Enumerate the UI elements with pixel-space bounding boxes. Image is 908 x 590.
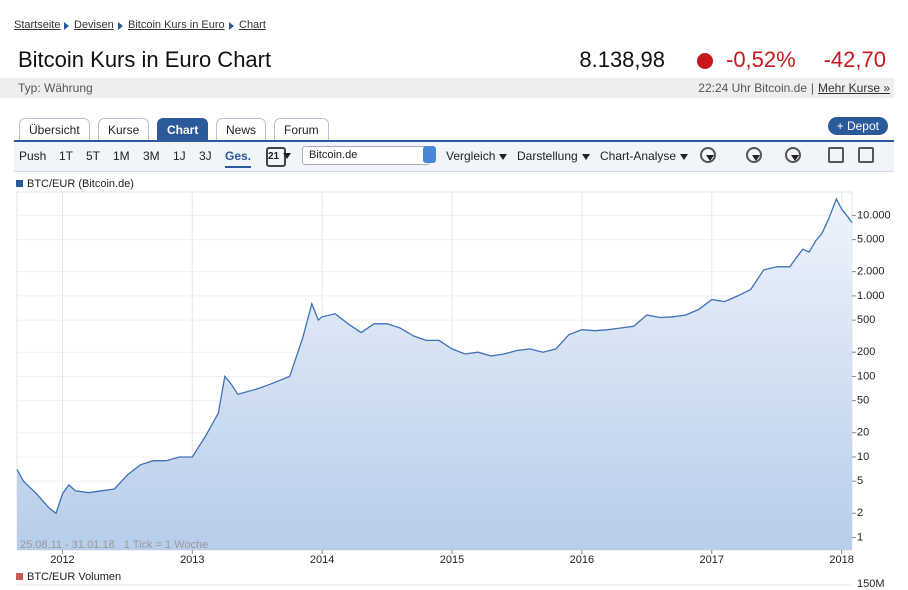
tab[interactable]: Chart bbox=[157, 118, 209, 140]
x-tick-label: 2015 bbox=[440, 554, 464, 566]
breadcrumb-link[interactable]: Chart bbox=[239, 19, 266, 31]
menu[interactable]: Vergleich bbox=[446, 149, 507, 163]
legend-label: BTC/EUR (Bitcoin.de) bbox=[27, 178, 134, 190]
change-percent: -0,52% bbox=[726, 47, 796, 72]
x-tick-label: 2014 bbox=[310, 554, 334, 566]
price-line bbox=[16, 197, 853, 515]
y-tick-label: 5 bbox=[857, 475, 863, 487]
change-absolute: -42,70 bbox=[823, 47, 886, 72]
y-tick-label: 1 bbox=[857, 531, 863, 543]
range-button[interactable]: 3M bbox=[143, 149, 160, 163]
depot-button[interactable]: + Depot bbox=[827, 117, 888, 135]
x-tick-label: 2017 bbox=[700, 554, 724, 566]
y-tick-label: 1.000 bbox=[857, 290, 885, 302]
y-tick-label: 10 bbox=[857, 451, 869, 463]
calendar[interactable]: 21 bbox=[266, 147, 286, 167]
y-tick-label: 50 bbox=[857, 395, 869, 407]
breadcrumb-arrow bbox=[118, 22, 123, 30]
legend-swatch bbox=[16, 180, 23, 187]
y-tick-label: 200 bbox=[857, 346, 875, 358]
tool-icon[interactable] bbox=[858, 147, 874, 163]
x-tick-label: 2018 bbox=[829, 554, 853, 566]
select-arrow[interactable] bbox=[423, 146, 436, 163]
range-button[interactable]: 1J bbox=[173, 149, 186, 163]
range-button[interactable]: Push bbox=[19, 149, 47, 163]
tool-icon[interactable] bbox=[746, 147, 762, 163]
separator: | bbox=[810, 81, 814, 95]
info-bar bbox=[0, 78, 894, 98]
tool-icon[interactable] bbox=[828, 147, 844, 163]
y-tick-label: 100 bbox=[857, 370, 875, 382]
range-button[interactable]: 1M bbox=[113, 149, 130, 163]
volume-swatch bbox=[16, 573, 23, 580]
tab-line bbox=[14, 140, 894, 142]
menu[interactable]: Darstellung bbox=[517, 149, 590, 163]
range-button[interactable]: 1T bbox=[59, 149, 74, 163]
volume-tick-label: 150M bbox=[857, 578, 885, 590]
more-link[interactable]: Mehr Kurse » bbox=[817, 81, 890, 95]
y-tick-label: 2 bbox=[857, 507, 863, 519]
x-tick-label: 2016 bbox=[570, 554, 594, 566]
tab[interactable]: Kurse bbox=[98, 118, 150, 140]
y-tick-label: 5.000 bbox=[857, 234, 885, 246]
footnote: 25.08.11 - 31.01.18 1 Tick = 1 Woche bbox=[20, 539, 208, 551]
tab[interactable]: News bbox=[216, 118, 267, 140]
breadcrumb-link[interactable]: Devisen bbox=[74, 19, 114, 31]
tool-icon[interactable] bbox=[700, 147, 716, 163]
x-tick-label: 2012 bbox=[50, 554, 74, 566]
menu[interactable]: Chart-Analyse bbox=[600, 149, 688, 163]
down-icon bbox=[697, 53, 713, 69]
tool-icon[interactable] bbox=[785, 147, 801, 163]
y-tick-label: 2.000 bbox=[857, 266, 885, 278]
area bbox=[17, 198, 852, 550]
tab[interactable]: Forum bbox=[274, 118, 329, 140]
y-tick-label: 20 bbox=[857, 427, 869, 439]
breadcrumb-link[interactable]: Startseite bbox=[14, 19, 61, 31]
timestamp: 22:24 Uhr Bitcoin.de bbox=[698, 81, 807, 95]
range-button[interactable]: 3J bbox=[199, 149, 212, 163]
x-tick-label: 2013 bbox=[180, 554, 204, 566]
price: 8.138,98 bbox=[579, 47, 665, 72]
y-tick-label: 500 bbox=[857, 314, 875, 326]
y-tick-label: 10.000 bbox=[857, 209, 891, 221]
breadcrumb-arrow bbox=[229, 22, 234, 30]
volume-legend: BTC/EUR Volumen bbox=[27, 571, 121, 583]
breadcrumb-arrow bbox=[64, 22, 69, 30]
breadcrumb-link[interactable]: Bitcoin Kurs in Euro bbox=[128, 19, 225, 31]
tab[interactable]: Übersicht bbox=[19, 118, 90, 140]
type: Typ: Währung bbox=[18, 81, 93, 95]
page-title: Bitcoin Kurs in Euro Chart bbox=[18, 47, 272, 72]
range-button[interactable]: Ges. bbox=[225, 149, 252, 168]
range-button[interactable]: 5T bbox=[86, 149, 101, 163]
